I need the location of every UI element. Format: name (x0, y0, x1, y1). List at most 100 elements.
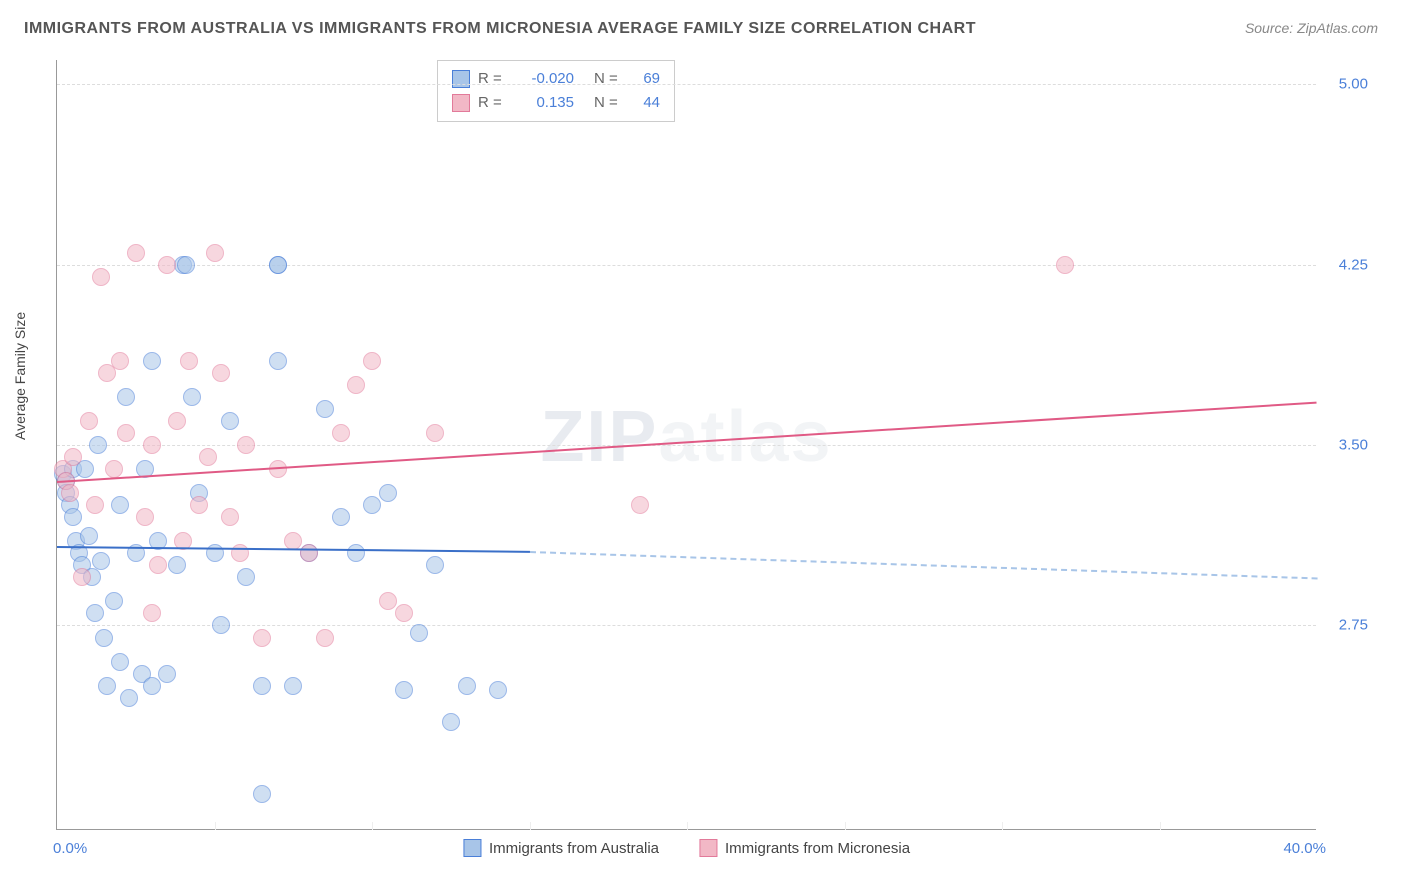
data-point (92, 268, 110, 286)
gridline-vertical (215, 822, 216, 830)
stat-r-value: 0.135 (514, 91, 574, 115)
data-point (426, 424, 444, 442)
plot-area: ZIPatlas R =-0.020N =69R =0.135N =44 Imm… (56, 60, 1316, 830)
legend-swatch (699, 839, 717, 857)
data-point (1056, 256, 1074, 274)
data-point (127, 244, 145, 262)
data-point (168, 412, 186, 430)
data-point (92, 552, 110, 570)
x-axis-min: 0.0% (53, 840, 87, 857)
chart-title: IMMIGRANTS FROM AUSTRALIA VS IMMIGRANTS … (24, 20, 976, 38)
watermark-light: atlas (658, 396, 832, 476)
data-point (120, 689, 138, 707)
data-point (284, 677, 302, 695)
data-point (143, 352, 161, 370)
data-point (237, 568, 255, 586)
data-point (98, 677, 116, 695)
data-point (111, 352, 129, 370)
data-point (347, 544, 365, 562)
data-point (105, 592, 123, 610)
data-point (199, 448, 217, 466)
stat-n-label: N = (594, 67, 622, 91)
data-point (111, 653, 129, 671)
data-point (177, 256, 195, 274)
y-tick-label: 3.50 (1339, 437, 1368, 454)
data-point (143, 604, 161, 622)
data-point (158, 665, 176, 683)
data-point (426, 556, 444, 574)
data-point (86, 496, 104, 514)
data-point (183, 388, 201, 406)
data-point (117, 388, 135, 406)
y-tick-label: 5.00 (1339, 76, 1368, 93)
gridline-vertical (845, 822, 846, 830)
source-label: Source: ZipAtlas.com (1245, 20, 1378, 36)
data-point (117, 424, 135, 442)
data-point (458, 677, 476, 695)
chart-container: IMMIGRANTS FROM AUSTRALIA VS IMMIGRANTS … (0, 0, 1406, 892)
data-point (395, 681, 413, 699)
stat-r-label: R = (478, 67, 506, 91)
data-point (190, 496, 208, 514)
stat-n-value: 69 (630, 67, 660, 91)
data-point (442, 713, 460, 731)
gridline-horizontal (57, 625, 1316, 626)
data-point (111, 496, 129, 514)
legend-label: Immigrants from Australia (489, 840, 659, 857)
legend-row: R = -0.020 N = 69 (452, 67, 660, 91)
gridline-vertical (687, 822, 688, 830)
data-point (379, 484, 397, 502)
y-axis-label: Average Family Size (12, 312, 28, 440)
watermark-bold: ZIP (540, 396, 658, 476)
data-point (253, 785, 271, 803)
data-point (212, 616, 230, 634)
data-point (269, 352, 287, 370)
data-point (158, 256, 176, 274)
legend-row: R =0.135N =44 (452, 91, 660, 115)
data-point (221, 412, 239, 430)
correlation-legend: R = -0.020 N = 69R = 0.135 N = 44 (437, 60, 675, 122)
data-point (300, 544, 318, 562)
data-point (212, 364, 230, 382)
data-point (105, 460, 123, 478)
data-point (64, 448, 82, 466)
data-point (395, 604, 413, 622)
trend-line-extrapolated (529, 551, 1317, 579)
data-point (86, 604, 104, 622)
legend-swatch (452, 94, 470, 112)
gridline-vertical (1160, 822, 1161, 830)
data-point (379, 592, 397, 610)
data-point (237, 436, 255, 454)
data-point (143, 677, 161, 695)
gridline-horizontal (57, 265, 1316, 266)
legend-item: Immigrants from Micronesia (699, 839, 910, 857)
data-point (221, 508, 239, 526)
data-point (89, 436, 107, 454)
data-point (136, 508, 154, 526)
gridline-vertical (530, 822, 531, 830)
legend-item: Immigrants from Australia (463, 839, 659, 857)
data-point (95, 629, 113, 647)
stat-n-value: 44 (630, 91, 660, 115)
legend-label: Immigrants from Micronesia (725, 840, 910, 857)
data-point (489, 681, 507, 699)
data-point (332, 424, 350, 442)
data-point (61, 484, 79, 502)
stat-r-value: -0.020 (514, 67, 574, 91)
data-point (253, 629, 271, 647)
data-point (149, 556, 167, 574)
gridline-horizontal (57, 84, 1316, 85)
data-point (180, 352, 198, 370)
data-point (269, 256, 287, 274)
gridline-vertical (1002, 822, 1003, 830)
data-point (347, 376, 365, 394)
data-point (332, 508, 350, 526)
data-point (64, 508, 82, 526)
data-point (316, 400, 334, 418)
stat-n-label: N = (594, 91, 622, 115)
series-legend: Immigrants from Australia Immigrants from… (463, 839, 910, 857)
data-point (316, 629, 334, 647)
data-point (206, 244, 224, 262)
data-point (143, 436, 161, 454)
data-point (253, 677, 271, 695)
